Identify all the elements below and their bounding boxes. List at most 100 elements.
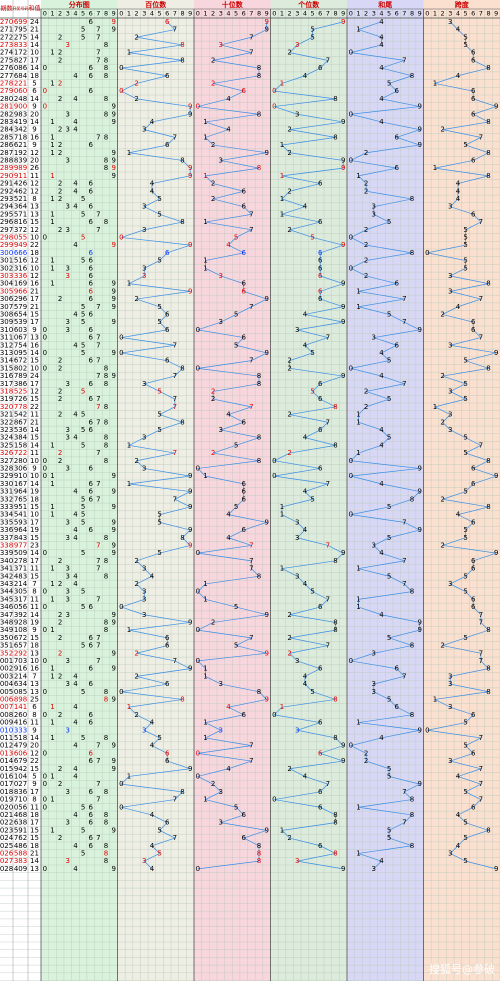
panel-digit: 8 — [333, 618, 337, 626]
panel-digit: 4 — [150, 572, 155, 580]
panel-digit: 4 — [303, 203, 308, 211]
distribution-digit: 8 — [104, 626, 108, 634]
panel-digit: 6 — [318, 665, 323, 673]
digit-header: 8 — [180, 10, 184, 18]
panel-digit: 3 — [372, 865, 376, 873]
panel-digit: 0 — [196, 464, 200, 472]
distribution-digit: 7 — [96, 780, 100, 788]
panel-digit: 7 — [402, 56, 406, 64]
panel-digit: 5 — [234, 310, 238, 318]
panel-digit: 3 — [448, 287, 452, 295]
number: 778 — [14, 403, 27, 411]
panel-digit: 7 — [326, 56, 330, 64]
digit-header: 6 — [89, 10, 93, 18]
period: 337 — [0, 534, 13, 542]
distribution-digit: 7 — [96, 495, 100, 503]
sum: 13 — [30, 865, 39, 873]
panel-digit: 5 — [310, 688, 314, 696]
panel-digit: 4 — [303, 580, 308, 588]
distribution-digit: 3 — [66, 565, 70, 573]
sum: 16 — [30, 341, 39, 349]
distribution-digit: 1 — [50, 672, 54, 680]
distribution-digit: 2 — [58, 56, 62, 64]
panel-digit: 1 — [280, 703, 284, 711]
panel-title: 跨度 — [455, 0, 470, 9]
period: 286 — [0, 141, 14, 149]
panel-digit: 8 — [410, 796, 414, 804]
distribution-digit: 8 — [104, 372, 108, 380]
panel-digit: 6 — [318, 287, 323, 295]
number: 364 — [14, 203, 28, 211]
sum: 14 — [30, 349, 39, 357]
panel-digit: 6 — [241, 811, 246, 819]
sum: 15 — [30, 834, 39, 842]
period: 314 — [0, 357, 14, 365]
digit-header: 1 — [356, 10, 360, 18]
sum: 21 — [30, 418, 39, 426]
distribution-digit: 3 — [66, 857, 70, 865]
panel-digit: 4 — [303, 72, 308, 80]
distribution-digit: 9 — [111, 472, 115, 480]
panel-digit: 3 — [142, 611, 146, 619]
panel-digit: 5 — [387, 765, 391, 773]
distribution-digit: 7 — [96, 557, 100, 565]
distribution-digit: 8 — [104, 819, 108, 827]
panel-digit: 5 — [234, 603, 238, 611]
period: 344 — [0, 588, 14, 596]
panel-digit: 9 — [264, 695, 268, 703]
panel-digit: 9 — [341, 303, 345, 311]
digit-header: 9 — [341, 10, 345, 18]
panel-digit: 3 — [142, 595, 146, 603]
panel-digit: 9 — [341, 18, 345, 26]
panel-digit: 9 — [264, 149, 268, 157]
panel-digit: 5 — [463, 819, 467, 827]
distribution-digit: 0 — [43, 688, 47, 696]
distribution-digit: 5 — [81, 341, 85, 349]
panel-digit: 7 — [173, 26, 177, 34]
distribution-digit: 5 — [81, 441, 85, 449]
sum: 15 — [30, 534, 39, 542]
panel-digit: 8 — [486, 826, 490, 834]
digit-header: 2 — [58, 10, 62, 18]
panel-digit: 4 — [226, 765, 231, 773]
sum: 13 — [30, 680, 39, 688]
panel-digit: 6 — [241, 203, 246, 211]
panel-digit: 8 — [180, 41, 184, 49]
panel-digit: 8 — [333, 626, 337, 634]
distribution-digit: 6 — [88, 680, 93, 688]
distribution-digit: 1 — [50, 49, 54, 57]
panel-digit: 7 — [249, 303, 253, 311]
period: 319 — [0, 395, 13, 403]
distribution-digit: 9 — [111, 149, 115, 157]
panel-digit: 2 — [134, 95, 138, 103]
distribution-digit: 2 — [58, 33, 62, 41]
distribution-digit: 6 — [88, 834, 93, 842]
panel-digit: 4 — [456, 842, 461, 850]
distribution-digit: 5 — [81, 642, 85, 650]
panel-digit: 9 — [494, 472, 498, 480]
period: 028 — [0, 865, 13, 873]
panel-digit: 1 — [127, 49, 131, 57]
panel-digit: 9 — [417, 103, 421, 111]
sum: 14 — [30, 549, 39, 557]
panel-digit: 1 — [127, 626, 131, 634]
digit-header: 2 — [441, 10, 445, 18]
sum: 11 — [30, 603, 39, 611]
panel-digit: 5 — [387, 695, 391, 703]
panel-digit: 0 — [196, 657, 200, 665]
panel-digit: 5 — [234, 233, 238, 241]
distribution-digit: 8 — [104, 403, 108, 411]
distribution-digit: 9 — [111, 349, 115, 357]
panel-digit: 6 — [165, 326, 170, 334]
distribution-digit: 9 — [111, 103, 115, 111]
period: 022 — [0, 819, 13, 827]
number: 085 — [14, 688, 27, 696]
panel-digit: 4 — [456, 187, 461, 195]
panel-digit: 6 — [318, 842, 323, 850]
panel-digit: 3 — [448, 203, 452, 211]
distribution-digit: 4 — [73, 241, 78, 249]
distribution-digit: 7 — [96, 33, 100, 41]
number: 426 — [14, 180, 28, 188]
sum: 6 — [32, 87, 37, 95]
distribution-digit: 5 — [81, 518, 85, 526]
